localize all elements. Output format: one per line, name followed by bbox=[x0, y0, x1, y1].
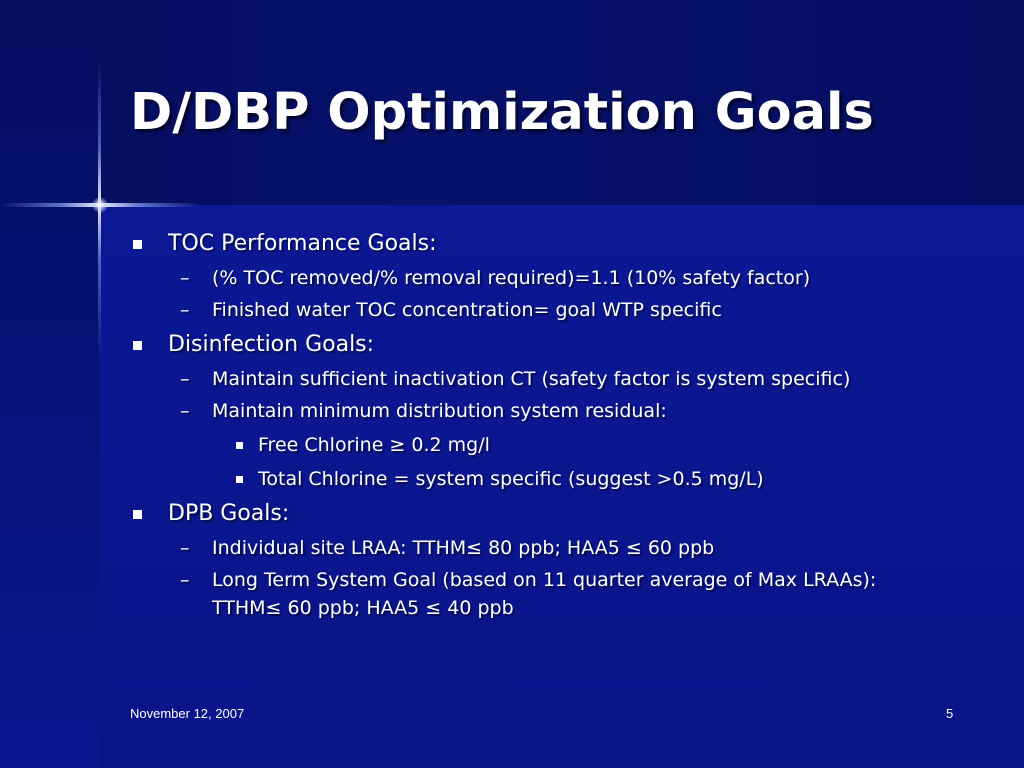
bullet-label: Disinfection Goals: bbox=[168, 332, 375, 357]
sub-bullet-toc-ratio: – (% TOC removed/% removal required)=1.1… bbox=[130, 264, 990, 292]
sub-bullet-individual-site-lraa: – Individual site LRAA: TTHM≤ 80 ppb; HA… bbox=[130, 534, 990, 562]
dash-bullet-icon: – bbox=[180, 267, 190, 289]
square-bullet-icon bbox=[236, 442, 243, 449]
sub-sub-bullet-text: Free Chlorine ≥ 0.2 mg/l bbox=[258, 434, 490, 456]
light-flare-core bbox=[92, 197, 108, 213]
sub-bullet-text: Individual site LRAA: TTHM≤ 80 ppb; HAA5… bbox=[212, 537, 715, 559]
dash-bullet-icon: – bbox=[180, 299, 190, 321]
sub-bullet-text: Maintain sufficient inactivation CT (saf… bbox=[212, 368, 851, 390]
sub-bullet-inactivation-ct: – Maintain sufficient inactivation CT (s… bbox=[130, 365, 990, 393]
square-bullet-icon bbox=[236, 476, 243, 483]
dash-bullet-icon: – bbox=[180, 537, 190, 559]
sub-bullet-text: Long Term System Goal (based on 11 quart… bbox=[212, 569, 877, 619]
dash-bullet-icon: – bbox=[180, 368, 190, 390]
footer-date: November 12, 2007 bbox=[130, 706, 245, 721]
dash-bullet-icon: – bbox=[180, 569, 190, 591]
slide-content: TOC Performance Goals: – (% TOC removed/… bbox=[130, 228, 990, 622]
bullet-label: DPB Goals: bbox=[168, 501, 290, 526]
left-band bbox=[0, 0, 100, 768]
square-bullet-icon bbox=[133, 341, 142, 350]
header-band bbox=[0, 0, 1024, 205]
bullet-label: TOC Performance Goals: bbox=[168, 231, 437, 256]
sub-bullet-text: (% TOC removed/% removal required)=1.1 (… bbox=[212, 267, 811, 289]
square-bullet-icon bbox=[133, 510, 142, 519]
bullet-disinfection-goals: Disinfection Goals: bbox=[130, 329, 990, 361]
bullet-toc-performance-goals: TOC Performance Goals: bbox=[130, 228, 990, 260]
sub-bullet-distribution-residual: – Maintain minimum distribution system r… bbox=[130, 397, 990, 425]
sub-bullet-text: Finished water TOC concentration= goal W… bbox=[212, 299, 722, 321]
bullet-dpb-goals: DPB Goals: bbox=[130, 498, 990, 530]
sub-bullet-text: Maintain minimum distribution system res… bbox=[212, 400, 667, 422]
dash-bullet-icon: – bbox=[180, 400, 190, 422]
sub-bullet-finished-water-toc: – Finished water TOC concentration= goal… bbox=[130, 296, 990, 324]
sub-sub-bullet-text: Total Chlorine = system specific (sugges… bbox=[258, 468, 764, 490]
sub-sub-bullet-free-chlorine: Free Chlorine ≥ 0.2 mg/l bbox=[130, 431, 990, 459]
sub-bullet-long-term-system-goal: – Long Term System Goal (based on 11 qua… bbox=[130, 566, 912, 622]
sub-sub-bullet-total-chlorine: Total Chlorine = system specific (sugges… bbox=[130, 465, 990, 493]
square-bullet-icon bbox=[133, 240, 142, 249]
slide-number: 5 bbox=[946, 706, 954, 721]
slide-title: D/DBP Optimization Goals bbox=[130, 83, 874, 142]
